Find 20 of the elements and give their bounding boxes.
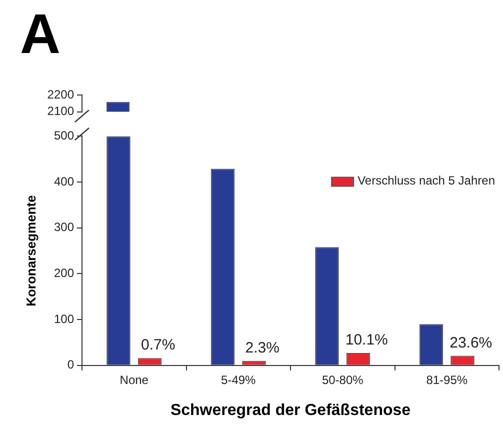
y-tick-label: 500 (54, 128, 74, 143)
annotation: 10.1% (345, 332, 388, 349)
y-tick-label: 2100 (47, 104, 74, 118)
legend-label: Verschluss nach 5 Jahren (358, 174, 496, 188)
x-axis-title: Schweregrad der Gefäßstenose (170, 402, 411, 419)
y-tick-label: 300 (54, 220, 74, 234)
y-axis-title: Koronarsegmente (23, 195, 38, 306)
x-tick-label: 50-80% (322, 372, 364, 387)
y-tick-label: 200 (54, 266, 74, 280)
annotation: 23.6% (450, 334, 492, 352)
y-tick-label: 100 (54, 312, 74, 326)
x-tick-label: 81-95% (426, 372, 468, 387)
y-tick-label: 400 (54, 174, 74, 188)
x-tick-label: 5-49% (221, 372, 256, 387)
y-tick-label: 2200 (47, 88, 74, 102)
y-tick-label: 0 (67, 358, 74, 372)
chart-title: A (20, 2, 60, 66)
x-tick-label: None (120, 372, 149, 387)
annotation: 2.3% (245, 339, 280, 356)
annotation: 0.7% (141, 336, 176, 354)
